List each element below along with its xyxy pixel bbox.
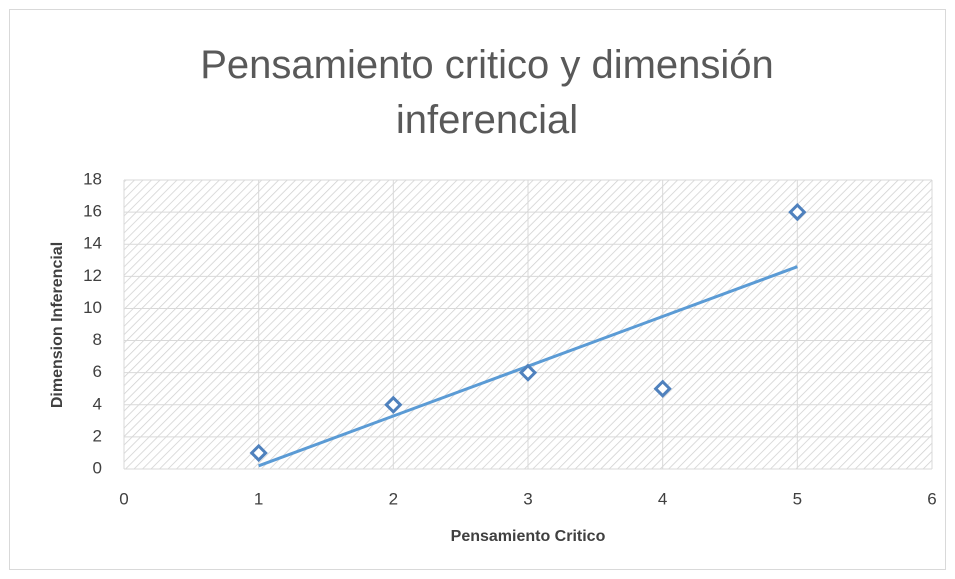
x-tick-label: 4 [658,489,667,508]
y-tick-label: 6 [93,362,102,381]
point [653,379,672,398]
point [249,443,268,463]
point [384,395,403,414]
y-tick-label: 2 [93,426,102,445]
y-axis-label: Dimension Inferencial [49,242,66,408]
chart-title: Pensamiento critico y dimensión inferenc… [200,43,774,142]
x-tick-label: 2 [389,489,398,508]
x-tick-label: 1 [254,489,263,508]
point [788,202,807,222]
y-tick-label: 14 [83,234,102,253]
point [518,363,538,382]
y-tick-label: 0 [93,458,102,477]
x-tick-label: 0 [119,489,128,508]
x-tick-label: 3 [523,489,532,508]
y-tick-label: 10 [83,298,102,317]
y-tick-label: 12 [83,266,102,285]
y-tick-label: 18 [83,169,102,188]
x-tick-label: 6 [927,489,936,508]
y-tick-label: 4 [93,394,102,413]
y-tick-label: 16 [83,202,102,221]
chart-border [9,9,946,570]
x-axis-label: Pensamiento Critico [451,528,606,545]
y-tick-label: 8 [93,330,102,349]
x-tick-label: 5 [793,489,802,508]
